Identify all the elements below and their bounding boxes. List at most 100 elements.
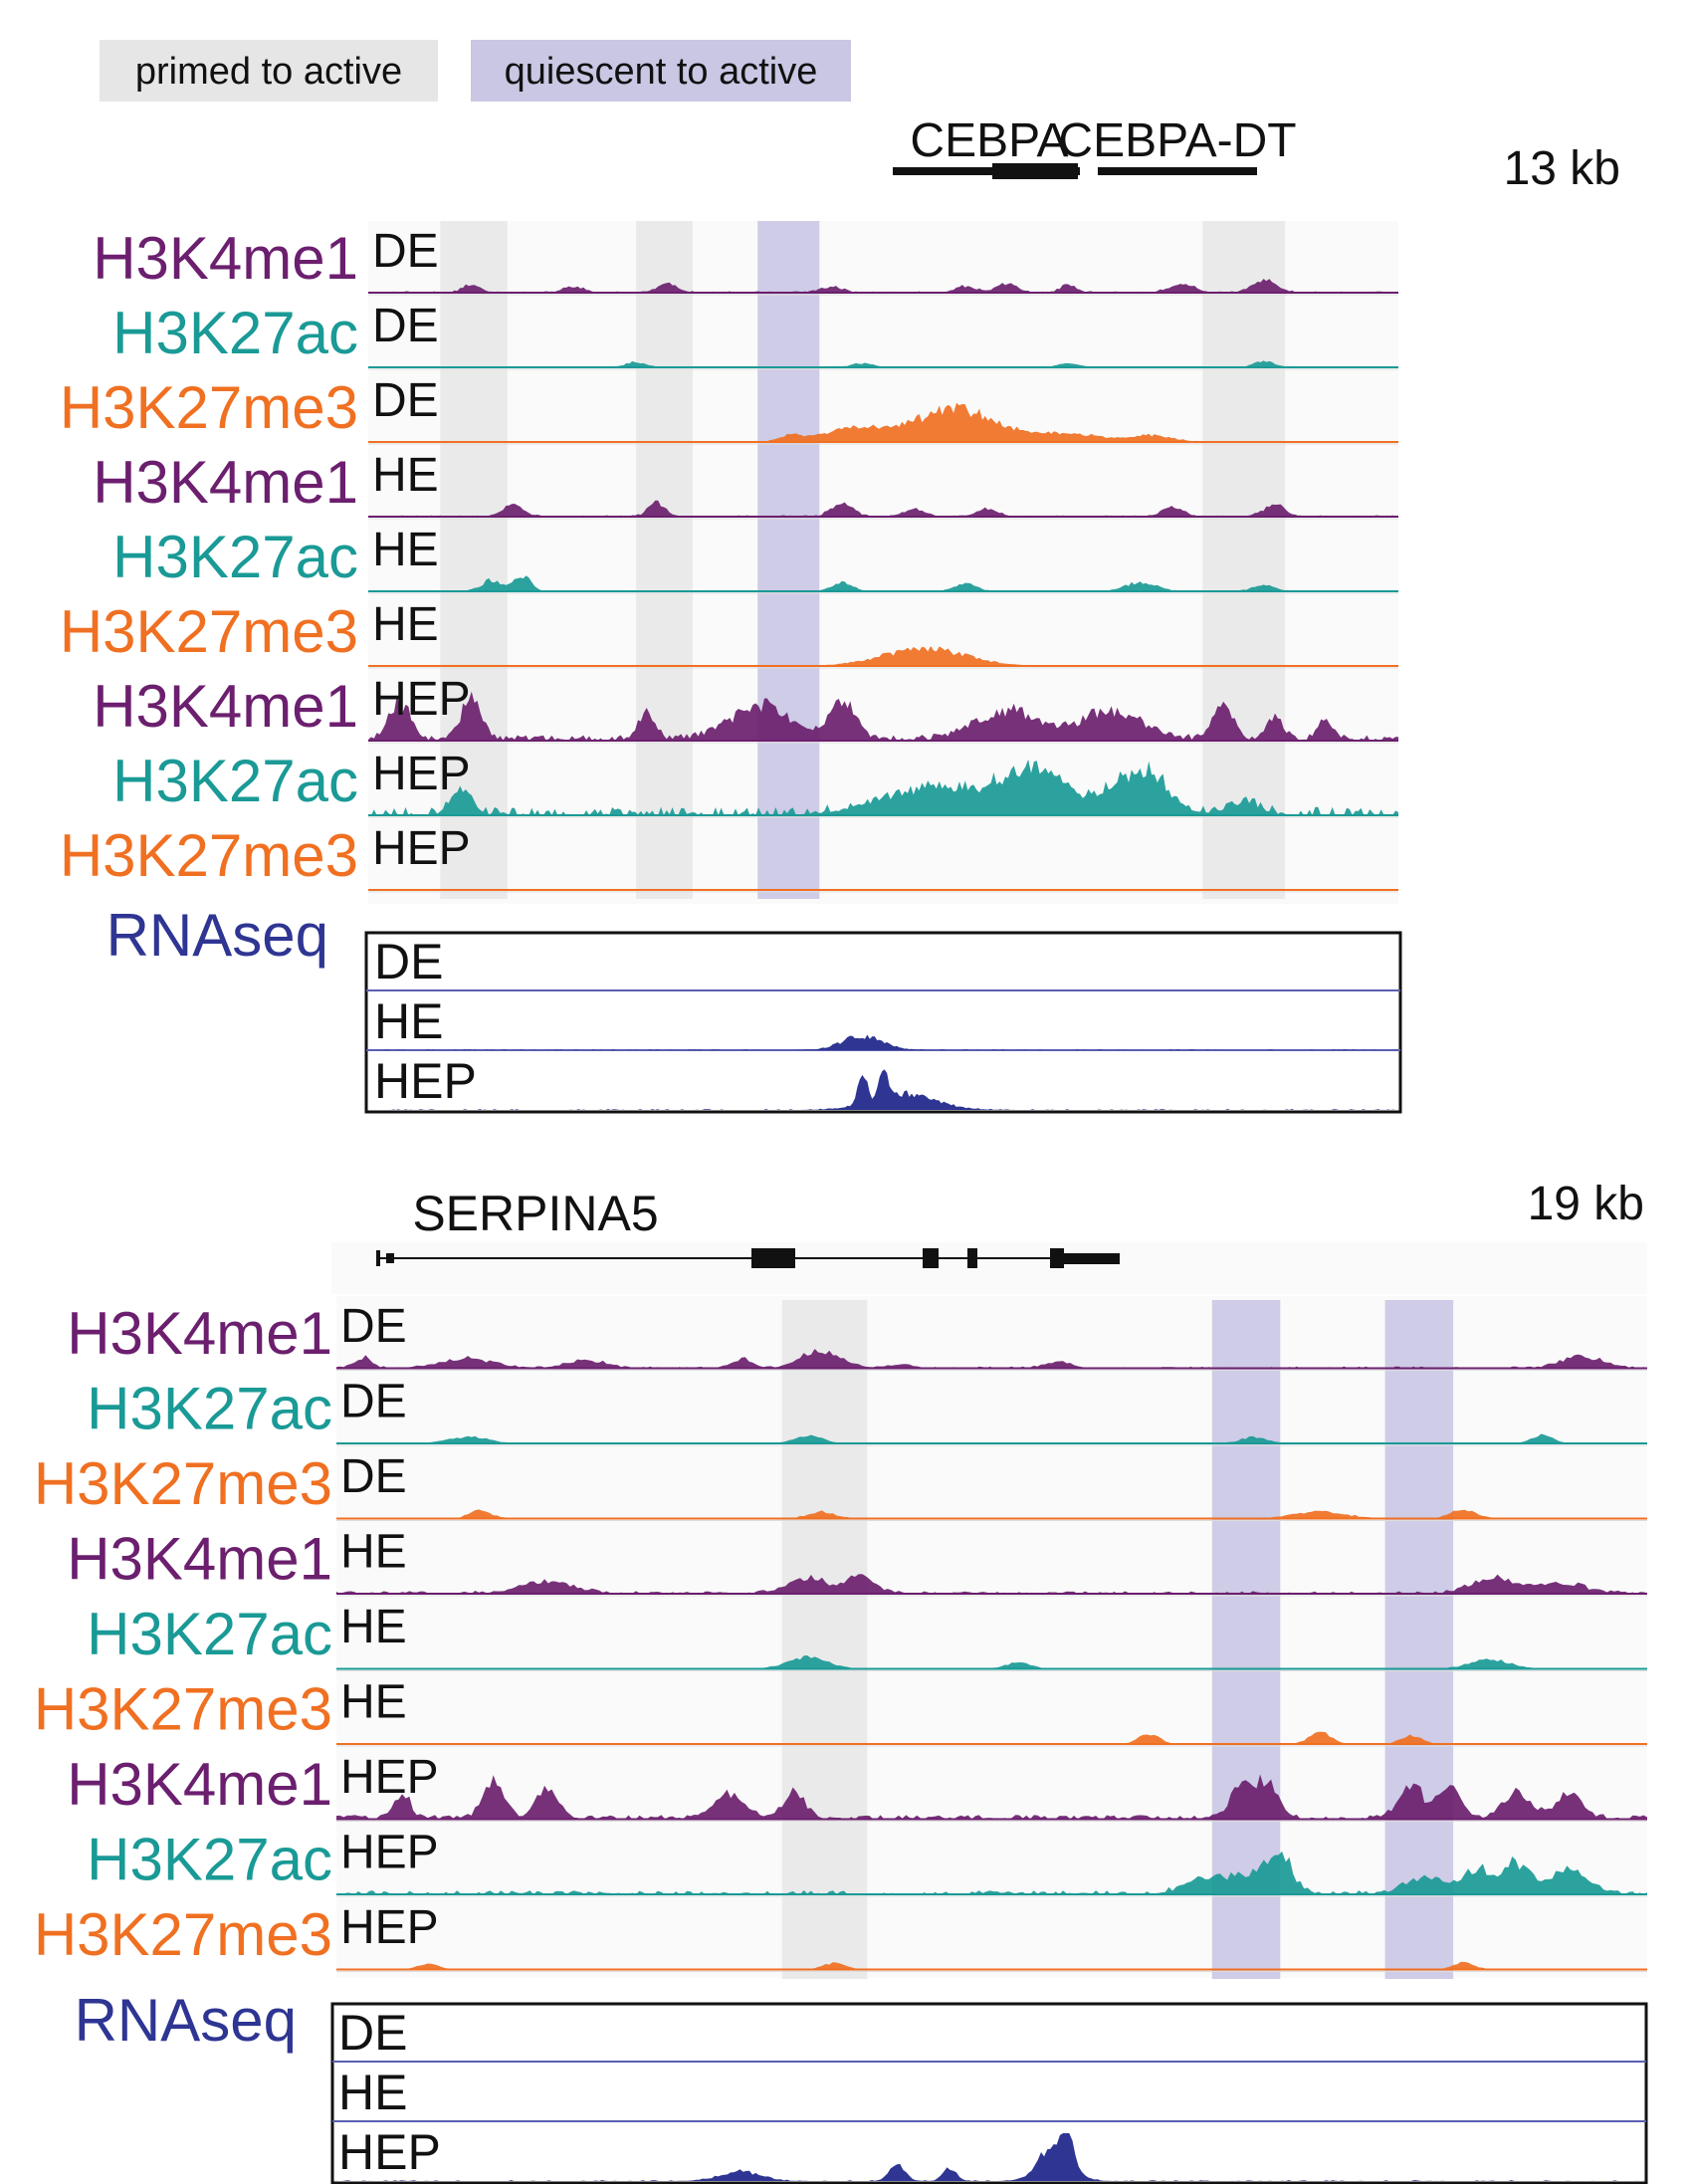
rnaseq-signal-hep — [366, 1069, 1400, 1110]
signal-area-h3k27me3-he — [368, 645, 1398, 666]
signal-area-h3k27me3-de — [368, 402, 1398, 442]
signal-area-h3k27ac-de — [368, 360, 1398, 367]
track-mark-label: H3K27ac — [87, 1827, 332, 1893]
signal-tracks-cebpa — [368, 279, 1398, 893]
rnaseq-stage-label: HEP — [338, 2124, 441, 2180]
signal-area-h3k27me3-de — [336, 1509, 1647, 1519]
track-stage-label: HE — [372, 524, 439, 576]
gene-track-background-serpina5 — [331, 1242, 1647, 1294]
signal-area-h3k27ac-he — [336, 1655, 1647, 1669]
track-mark-label: H3K4me1 — [93, 225, 358, 292]
track-mark-label: H3K4me1 — [67, 1526, 332, 1593]
signal-area-h3k4me1-he — [368, 500, 1398, 517]
rnaseq-stage-label: HEP — [374, 1053, 477, 1109]
signal-area-h3k27ac-hep — [336, 1851, 1647, 1894]
legend-quiescent-swatch — [471, 40, 851, 102]
track-stage-label: HE — [340, 1526, 407, 1579]
track-labels-cebpa: H3K4me1 DE H3K27ac DE H3K27me3 DE H3K4me1 HE H3K… — [60, 225, 471, 889]
rnaseq-stage-label: DE — [374, 934, 443, 989]
track-mark-label: H3K4me1 — [67, 1300, 332, 1367]
track-mark-label: H3K4me1 — [93, 673, 358, 740]
gene-track-cebpa: CEBPA CEBPA-DT 13 kb — [893, 114, 1620, 195]
track-mark-label: H3K27ac — [87, 1376, 332, 1442]
legend-quiescent-label: quiescent to active — [505, 51, 818, 93]
track-stage-label: HE — [340, 1676, 407, 1729]
highlight-primed-region — [781, 1300, 868, 1979]
track-mark-label: H3K27me3 — [34, 1450, 332, 1517]
gene-label-cebpa-dt: CEBPA-DT — [1058, 114, 1296, 167]
track-stage-label: HEP — [372, 748, 471, 800]
highlight-primed-region — [440, 221, 508, 899]
track-mark-label: H3K27ac — [87, 1601, 332, 1667]
legend: primed to active quiescent to active — [100, 40, 851, 102]
highlight-quiescent-region — [757, 221, 820, 899]
gene-exon-serpina5 — [923, 1248, 939, 1268]
track-stage-label: HE — [372, 449, 439, 502]
highlight-primed-region — [636, 221, 693, 899]
track-stage-label: HE — [372, 598, 439, 651]
signal-area-h3k27ac-hep — [368, 759, 1398, 815]
legend-primed-label: primed to active — [135, 51, 402, 93]
scale-label-serpina5: 19 kb — [1528, 1178, 1644, 1230]
track-stage-label: HE — [340, 1601, 407, 1653]
rnaseq-stage-label: DE — [338, 2005, 407, 2061]
track-stage-label: DE — [340, 1376, 407, 1428]
track-stage-label: HEP — [372, 822, 471, 875]
track-stage-label: HEP — [372, 673, 471, 726]
gene-exon-serpina5 — [376, 1250, 380, 1266]
gene-exon-serpina5 — [751, 1248, 795, 1268]
track-stage-label: HEP — [340, 1901, 439, 1954]
highlight-quiescent-region — [1384, 1300, 1454, 1979]
rnaseq-signal-he — [366, 1034, 1400, 1050]
track-stage-label: DE — [372, 225, 439, 278]
rnaseq-stage-label: HE — [374, 993, 443, 1049]
track-mark-label: H3K27me3 — [60, 374, 358, 441]
track-stage-label: DE — [372, 374, 439, 427]
rnaseq-stage-label: HE — [338, 2065, 407, 2120]
signal-area-h3k4me1-hep — [368, 691, 1398, 741]
legend-primed-swatch — [100, 40, 438, 102]
signal-area-h3k27ac-he — [368, 575, 1398, 591]
signal-tracks-serpina5 — [336, 1349, 1647, 1972]
gene-exon-serpina5 — [1050, 1248, 1064, 1268]
track-mark-label: H3K27me3 — [34, 1901, 332, 1968]
track-mark-label: H3K27ac — [112, 748, 358, 814]
signal-area-h3k27me3-he — [336, 1731, 1647, 1744]
gene-label-cebpa: CEBPA — [910, 114, 1068, 167]
highlight-group-cebpa — [440, 221, 1286, 899]
signal-area-h3k4me1-he — [336, 1574, 1647, 1594]
highlight-primed-region — [1202, 221, 1286, 899]
track-mark-label: H3K27me3 — [60, 598, 358, 665]
track-stage-label: DE — [372, 300, 439, 352]
gene-exon-serpina5 — [1064, 1253, 1120, 1264]
signal-area-h3k4me1-de — [336, 1349, 1647, 1369]
rnaseq-frame — [330, 2002, 1648, 2184]
gene-exon-cebpa — [992, 163, 1078, 179]
track-mark-label: H3K27ac — [112, 524, 358, 590]
track-mark-label: H3K4me1 — [67, 1751, 332, 1818]
track-mark-label: H3K27ac — [112, 300, 358, 366]
signal-area-h3k4me1-de — [368, 279, 1398, 293]
track-stage-label: HEP — [340, 1827, 439, 1879]
gene-exon-serpina5 — [967, 1248, 977, 1268]
track-mark-label: H3K27me3 — [34, 1676, 332, 1743]
gene-track-serpina5: SERPINA5 19 kb — [331, 1178, 1647, 1294]
gene-model-cebpa-dt — [1098, 167, 1257, 175]
rnaseq-label: RNAseq — [106, 902, 328, 969]
rnaseq-label: RNAseq — [75, 1987, 297, 2054]
gene-label-serpina5: SERPINA5 — [412, 1186, 658, 1241]
track-stage-label: HEP — [340, 1751, 439, 1804]
signal-area-h3k4me1-hep — [336, 1774, 1647, 1820]
gene-exon-serpina5 — [386, 1253, 394, 1263]
track-stage-label: DE — [340, 1450, 407, 1503]
track-stage-label: DE — [340, 1300, 407, 1353]
gene-model-cebpa — [893, 167, 1080, 175]
track-mark-label: H3K4me1 — [93, 449, 358, 516]
scale-label-cebpa: 13 kb — [1504, 142, 1620, 195]
